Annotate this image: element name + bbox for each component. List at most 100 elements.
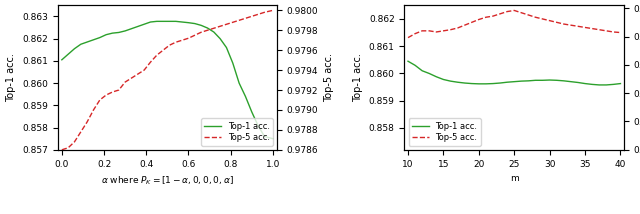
- Top-1 acc.: [236, 82, 243, 84]
- Top-1 acc.: [216, 37, 224, 40]
- Top-1 acc.: [553, 79, 561, 82]
- Top-1 acc.: [210, 31, 218, 33]
- Top-5 acc.: [496, 13, 504, 15]
- Top-5 acc.: [260, 11, 268, 14]
- Top-1 acc.: [588, 83, 596, 86]
- Top-1 acc.: [595, 84, 603, 86]
- Top-1 acc.: [510, 80, 518, 83]
- Top-5 acc.: [454, 27, 461, 29]
- Top-1 acc.: [64, 53, 72, 55]
- Top-5 acc.: [468, 21, 476, 24]
- Top-5 acc.: [147, 61, 154, 63]
- Top-1 acc.: [475, 83, 483, 85]
- Top-1 acc.: [581, 82, 589, 85]
- Top-5 acc.: [525, 14, 532, 16]
- Top-5 acc.: [58, 149, 66, 151]
- Top-5 acc.: [254, 13, 262, 16]
- Top-1 acc.: [172, 20, 180, 23]
- Top-1 acc.: [468, 82, 476, 85]
- Top-5 acc.: [216, 25, 224, 28]
- Top-1 acc.: [461, 82, 468, 84]
- Top-1 acc.: [447, 80, 454, 82]
- Top-1 acc.: [159, 20, 167, 23]
- Top-5 acc.: [433, 31, 440, 33]
- Top-1 acc.: [503, 81, 511, 83]
- Top-5 acc.: [210, 27, 218, 30]
- Top-1 acc.: [525, 80, 532, 82]
- Top-1 acc.: [567, 80, 575, 83]
- Top-1 acc.: [70, 47, 78, 50]
- Top-1 acc.: [602, 84, 610, 86]
- Top-5 acc.: [567, 24, 575, 27]
- Top-1 acc.: [134, 25, 141, 28]
- Top-1 acc.: [242, 95, 250, 98]
- Top-5 acc.: [602, 30, 610, 32]
- Top-1 acc.: [229, 62, 237, 64]
- Top-5 acc.: [489, 15, 497, 17]
- Top-1 acc.: [83, 41, 91, 43]
- Top-5 acc.: [404, 36, 412, 39]
- Top-1 acc.: [96, 36, 104, 39]
- Top-5 acc.: [546, 19, 554, 22]
- Top-5 acc.: [90, 109, 97, 111]
- Top-5 acc.: [269, 9, 276, 12]
- Y-axis label: Top-1 acc.: Top-1 acc.: [6, 53, 17, 102]
- Top-5 acc.: [419, 30, 426, 32]
- Legend: Top-1 acc., Top-5 acc.: Top-1 acc., Top-5 acc.: [408, 119, 481, 146]
- Top-5 acc.: [518, 11, 525, 14]
- Top-1 acc.: [496, 82, 504, 84]
- Top-5 acc.: [510, 9, 518, 12]
- Top-1 acc.: [609, 83, 617, 86]
- Top-5 acc.: [475, 18, 483, 21]
- Top-1 acc.: [539, 79, 547, 82]
- Top-5 acc.: [248, 15, 255, 18]
- Top-5 acc.: [242, 17, 250, 20]
- Top-1 acc.: [404, 60, 412, 62]
- Line: Top-1 acc.: Top-1 acc.: [408, 61, 620, 85]
- Top-1 acc.: [532, 79, 540, 82]
- Top-5 acc.: [482, 16, 490, 19]
- Top-1 acc.: [412, 64, 419, 67]
- Top-1 acc.: [248, 111, 255, 113]
- Top-5 acc.: [191, 34, 198, 37]
- Top-5 acc.: [412, 32, 419, 35]
- Top-5 acc.: [229, 21, 237, 24]
- Top-5 acc.: [153, 54, 161, 56]
- Top-1 acc.: [254, 125, 262, 127]
- Top-5 acc.: [83, 121, 91, 123]
- Top-5 acc.: [588, 27, 596, 30]
- Top-5 acc.: [503, 10, 511, 13]
- Top-5 acc.: [109, 91, 116, 93]
- Top-1 acc.: [419, 70, 426, 72]
- X-axis label: $\alpha$ where $P_K = [1-\alpha, 0, 0, 0, \alpha]$: $\alpha$ where $P_K = [1-\alpha, 0, 0, 0…: [101, 174, 234, 187]
- Top-1 acc.: [90, 39, 97, 41]
- Top-5 acc.: [102, 94, 110, 96]
- Top-5 acc.: [179, 39, 186, 42]
- Top-1 acc.: [147, 21, 154, 23]
- Top-5 acc.: [553, 21, 561, 24]
- Top-1 acc.: [77, 43, 84, 46]
- Top-5 acc.: [581, 26, 589, 29]
- Top-1 acc.: [191, 22, 198, 25]
- Top-1 acc.: [58, 58, 66, 61]
- Top-5 acc.: [77, 131, 84, 133]
- Top-1 acc.: [546, 79, 554, 81]
- Y-axis label: Top-5 acc.: Top-5 acc.: [324, 53, 334, 102]
- Top-5 acc.: [426, 30, 433, 32]
- Top-1 acc.: [454, 81, 461, 83]
- Top-1 acc.: [197, 24, 205, 27]
- Top-1 acc.: [518, 80, 525, 82]
- Line: Top-5 acc.: Top-5 acc.: [408, 10, 620, 38]
- Top-1 acc.: [489, 82, 497, 85]
- Line: Top-1 acc.: Top-1 acc.: [62, 21, 273, 139]
- Top-1 acc.: [433, 76, 440, 78]
- Top-5 acc.: [127, 77, 135, 79]
- Top-5 acc.: [159, 49, 167, 51]
- Top-1 acc.: [179, 21, 186, 23]
- Top-5 acc.: [447, 28, 454, 31]
- Top-1 acc.: [260, 135, 268, 138]
- Top-5 acc.: [595, 28, 603, 31]
- Top-1 acc.: [574, 81, 582, 84]
- Top-5 acc.: [140, 69, 148, 71]
- Top-5 acc.: [64, 147, 72, 149]
